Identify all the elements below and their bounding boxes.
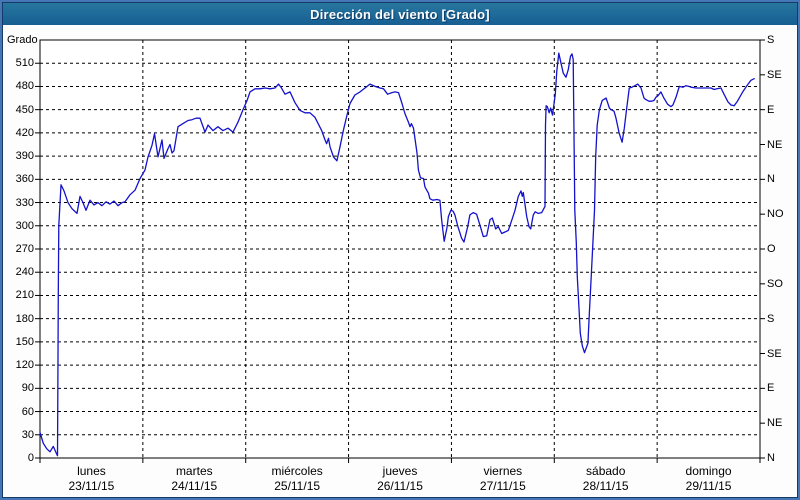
y-axis-tick-label: 210 [15, 289, 34, 302]
y-axis-tick-label: 90 [21, 382, 34, 395]
compass-tick-label: N [767, 452, 775, 464]
compass-tick-label: N [767, 173, 775, 186]
y-axis-tick-label: 480 [15, 80, 34, 93]
x-axis-day-label: sábado [586, 464, 626, 478]
x-axis-day-label: viernes [483, 464, 523, 478]
compass-tick-label: NE [767, 417, 783, 430]
y-axis-tick-label: 240 [15, 266, 34, 279]
y-axis-tick-label: 450 [15, 103, 34, 116]
x-axis-date-label: 26/11/15 [377, 479, 423, 493]
x-axis-day-label: lunes [77, 464, 106, 478]
y-axis-tick-label: 300 [15, 219, 34, 232]
compass-tick-label: E [767, 382, 775, 395]
compass-tick-label: NE [767, 138, 783, 151]
chart-area: Grado 0 30 60 90 120 150 180 210 240 270 300 330 360… [3, 25, 797, 497]
y-axis-tick-label: 330 [15, 196, 34, 209]
y-axis-tick-label: 390 [15, 150, 34, 163]
compass-tick-label: O [767, 243, 776, 255]
y-axis-title: Grado [7, 34, 38, 46]
y-axis-tick-label: 30 [21, 428, 34, 441]
y-axis-tick-label: 150 [15, 335, 34, 348]
page-title: Dirección del viento [Grado] [310, 6, 490, 22]
title-bar: Dirección del viento [Grado] [3, 3, 797, 25]
y-axis-tick-label: 360 [15, 173, 34, 186]
x-axis-day-label: jueves [382, 464, 418, 478]
x-axis-date-label: 23/11/15 [68, 479, 115, 493]
y-axis-tick-label: 510 [15, 57, 34, 70]
y-axis-tick-label: 120 [15, 359, 34, 372]
x-axis-date-label: 29/11/15 [685, 479, 732, 493]
wind-direction-line [39, 52, 755, 457]
compass-tick-label: SO [767, 277, 783, 290]
x-axis-date-label: 28/11/15 [582, 479, 629, 493]
y-axis-tick-label: 60 [21, 405, 34, 418]
x-axis-day-label: domingo [685, 464, 732, 478]
y-axis-tick-label: 180 [15, 312, 34, 325]
compass-tick-label: S [767, 312, 775, 325]
x-axis-day-label: miércoles [271, 464, 323, 478]
compass-tick-label: E [767, 103, 775, 116]
x-axis-date-label: 27/11/15 [479, 479, 526, 493]
x-axis-date-label: 25/11/15 [274, 479, 321, 493]
y-axis-tick-label: 270 [15, 243, 34, 255]
x-axis-day-label: martes [175, 464, 213, 478]
y-axis-tick-label: 0 [27, 452, 34, 464]
compass-tick-label: SE [767, 68, 782, 81]
compass-tick-label: SE [767, 347, 782, 360]
x-axis-date-label: 24/11/15 [171, 479, 218, 493]
compass-tick-label: S [767, 34, 775, 46]
wind-direction-chart [35, 39, 765, 463]
y-axis-tick-label: 420 [15, 126, 34, 139]
compass-tick-label: NO [767, 208, 784, 221]
